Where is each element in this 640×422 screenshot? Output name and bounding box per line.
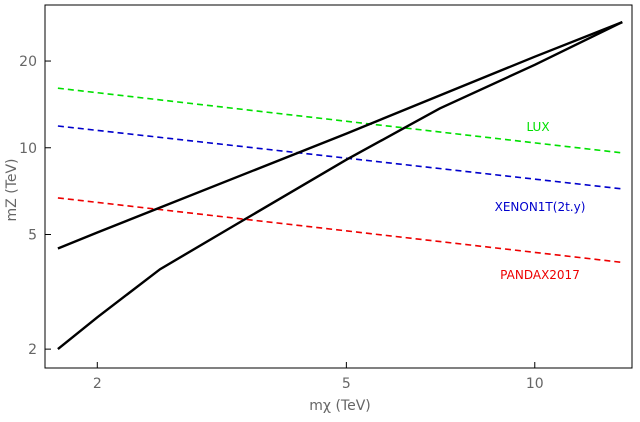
series-line: [57, 21, 623, 351]
x-axis-label: mχ (TeV): [309, 398, 370, 414]
series-line: [57, 125, 623, 190]
y-tick-label: 2: [28, 342, 37, 358]
series-line: [57, 197, 623, 264]
y-axis-label: mZ (TeV): [4, 159, 20, 222]
y-tick-label: 10: [19, 141, 37, 157]
y-tick-label: 5: [28, 227, 37, 243]
series-label: PANDAX2017: [500, 268, 580, 282]
x-tick-label: 2: [93, 376, 102, 392]
series-label: LUX: [526, 120, 549, 134]
x-tick-label: 5: [342, 376, 351, 392]
y-tick-label: 20: [19, 54, 37, 70]
series-line: [57, 20, 623, 250]
series-line: [57, 87, 623, 154]
plot-frame: [44, 4, 633, 369]
series-label: XENON1T(2t.y): [495, 200, 586, 214]
x-tick-label: 10: [526, 376, 544, 392]
